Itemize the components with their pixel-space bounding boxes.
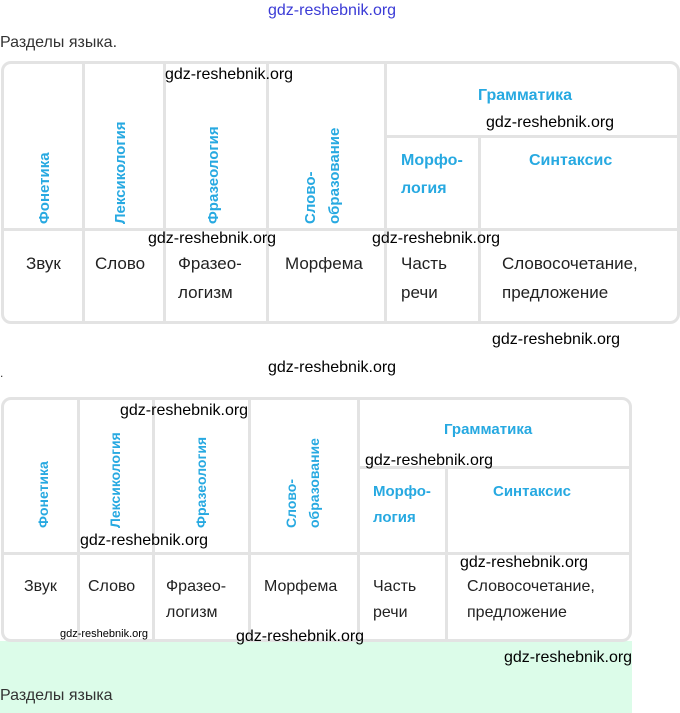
language-sections-table-2: Фонетика Лексикология Фразеология Слово-…	[1, 397, 632, 642]
header-grammar: Грамматика	[478, 87, 573, 104]
green-panel	[0, 641, 632, 713]
watermark: gdz-reshebnik.org	[236, 628, 365, 645]
header-word-formation-2: образование	[326, 127, 343, 224]
header-word-formation-1: Слово-	[283, 478, 299, 528]
cell-syntax-2: предложение	[467, 604, 567, 621]
table-divider	[4, 228, 677, 231]
watermark-link[interactable]: gdz-reshebnik.org	[268, 2, 397, 19]
cell-morphology-1: Часть	[401, 254, 447, 273]
watermark: gdz-reshebnik.org	[268, 359, 397, 376]
table-divider	[82, 64, 85, 321]
header-lexicology: Лексикология	[112, 121, 129, 224]
header-morphology-1: Морфо-	[401, 152, 463, 169]
table-divider	[163, 64, 166, 321]
caption-top: Разделы языка.	[0, 34, 118, 51]
header-lexicology: Лексикология	[107, 432, 123, 528]
watermark: gdz-reshebnik.org	[165, 66, 294, 83]
header-syntax: Синтаксис	[493, 483, 572, 500]
header-word-formation-2: образование	[306, 438, 322, 528]
watermark: gdz-reshebnik.org	[60, 628, 149, 640]
watermark: gdz-reshebnik.org	[80, 532, 209, 549]
watermark: gdz-reshebnik.org	[372, 230, 501, 247]
header-morphology-2: логия	[373, 509, 416, 526]
watermark: gdz-reshebnik.org	[504, 649, 633, 666]
cell-syntax-2: предложение	[502, 283, 609, 302]
header-grammar: Грамматика	[444, 421, 533, 438]
cell-morphology-2: речи	[401, 283, 438, 302]
table-divider	[152, 400, 155, 639]
cell-word-formation: Морфема	[264, 578, 338, 595]
cell-morphology-2: речи	[373, 604, 408, 621]
table-divider	[77, 400, 80, 639]
watermark: gdz-reshebnik.org	[460, 554, 589, 571]
caption-bottom: Разделы языка	[0, 687, 113, 704]
header-morphology-1: Морфо-	[373, 483, 431, 500]
table-divider	[357, 466, 629, 469]
table-divider	[384, 135, 677, 138]
header-syntax: Синтаксис	[529, 152, 613, 169]
table-divider	[266, 64, 269, 321]
header-phonetics: Фонетика	[36, 152, 53, 224]
header-morphology-2: логия	[401, 180, 447, 197]
header-phraseology: Фразеология	[205, 126, 222, 224]
cell-word-formation: Морфема	[285, 254, 363, 273]
cell-phraseology-1: Фразео-	[166, 578, 227, 595]
cell-phraseology-2: логизм	[166, 604, 218, 621]
language-sections-table-1: Фонетика Лексикология Фразеология Слово-…	[1, 61, 680, 324]
cell-lexicology: Слово	[95, 254, 146, 273]
header-phonetics: Фонетика	[35, 461, 51, 528]
header-phraseology: Фразеология	[193, 436, 209, 528]
table-divider	[248, 400, 251, 639]
cell-syntax-1: Словосочетание,	[467, 578, 595, 595]
watermark: gdz-reshebnik.org	[492, 331, 621, 348]
cell-phonetics: Звук	[24, 578, 57, 595]
table-divider	[384, 64, 387, 321]
watermark: gdz-reshebnik.org	[120, 402, 249, 419]
cell-lexicology: Слово	[88, 578, 136, 595]
table-divider	[357, 400, 360, 639]
cell-phonetics: Звук	[26, 254, 61, 273]
watermark: gdz-reshebnik.org	[365, 452, 494, 469]
separator-dot: .	[0, 366, 4, 380]
cell-syntax-1: Словосочетание,	[502, 254, 638, 273]
cell-phraseology-1: Фразео-	[178, 254, 242, 273]
watermark: gdz-reshebnik.org	[486, 114, 615, 131]
header-word-formation-1: Слово-	[302, 171, 319, 224]
cell-morphology-1: Часть	[373, 578, 417, 595]
watermark: gdz-reshebnik.org	[148, 230, 277, 247]
table-divider	[4, 552, 629, 555]
cell-phraseology-2: логизм	[178, 283, 233, 302]
